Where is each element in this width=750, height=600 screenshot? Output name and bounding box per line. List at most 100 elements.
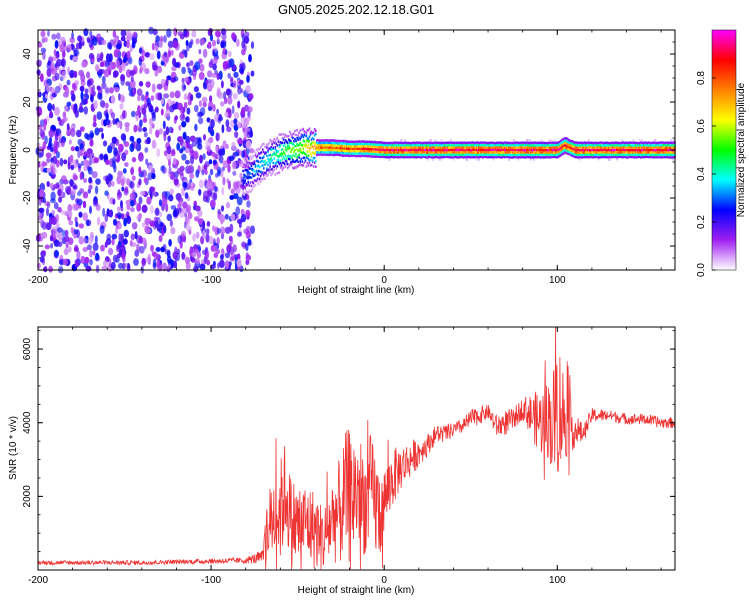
- signal-cell: [378, 143, 380, 146]
- signal-cell: [309, 152, 312, 155]
- signal-cell: [343, 152, 345, 155]
- noise-cell: [92, 84, 96, 93]
- signal-cell: [321, 146, 323, 149]
- signal-cell: [590, 141, 592, 144]
- signal-cell: [572, 140, 575, 144]
- signal-cell: [332, 149, 335, 152]
- signal-cell: [298, 143, 300, 146]
- signal-cell: [427, 158, 429, 161]
- signal-cell: [564, 141, 566, 144]
- signal-cell: [435, 155, 437, 158]
- signal-cell: [293, 132, 295, 136]
- noise-cell: [174, 90, 181, 99]
- signal-cell: [413, 153, 416, 157]
- signal-cell: [366, 155, 369, 158]
- signal-cell: [614, 146, 616, 149]
- signal-cell: [436, 153, 439, 156]
- signal-cell: [541, 156, 543, 159]
- signal-cell: [427, 151, 429, 154]
- signal-cell: [520, 148, 523, 152]
- signal-cell: [332, 144, 335, 147]
- noise-cell: [245, 140, 252, 149]
- signal-cell: [458, 151, 460, 154]
- signal-cell: [454, 146, 456, 149]
- signal-cell: [612, 151, 614, 154]
- signal-cell: [529, 146, 532, 149]
- signal-cell: [478, 153, 480, 157]
- signal-cell: [243, 181, 245, 184]
- signal-cell: [343, 149, 345, 152]
- signal-cell: [247, 170, 249, 173]
- signal-cell: [345, 147, 347, 150]
- signal-cell: [561, 138, 563, 142]
- signal-cell: [257, 147, 260, 151]
- noise-cell: [151, 251, 157, 257]
- signal-cell: [423, 153, 425, 157]
- signal-cell: [594, 153, 596, 157]
- signal-cell: [292, 146, 294, 150]
- signal-cell: [364, 154, 367, 158]
- signal-cell: [542, 151, 544, 154]
- noise-cell: [86, 219, 90, 227]
- signal-cell: [558, 148, 560, 151]
- signal-cell: [262, 156, 264, 160]
- signal-cell: [587, 153, 589, 156]
- signal-cell: [513, 148, 515, 151]
- signal-cell: [498, 141, 501, 144]
- signal-cell: [416, 148, 419, 152]
- signal-cell: [547, 153, 550, 156]
- signal-cell: [511, 148, 513, 152]
- signal-cell: [667, 153, 669, 156]
- signal-cell: [374, 145, 376, 148]
- signal-cell: [612, 141, 614, 144]
- noise-cell: [88, 39, 94, 48]
- signal-cell: [445, 153, 448, 156]
- noise-cell: [99, 100, 106, 108]
- signal-cell: [671, 146, 673, 149]
- signal-cell: [599, 148, 602, 152]
- signal-cell: [254, 183, 257, 187]
- signal-cell: [417, 148, 420, 152]
- noise-cell: [219, 214, 226, 223]
- signal-cell: [524, 146, 527, 149]
- signal-cell: [295, 159, 297, 163]
- signal-cell: [615, 151, 617, 154]
- signal-cell: [597, 146, 600, 149]
- signal-cell: [532, 141, 534, 144]
- noise-cell: [165, 108, 171, 118]
- signal-cell: [402, 153, 404, 157]
- signal-cell: [420, 141, 423, 145]
- signal-cell: [434, 144, 436, 147]
- signal-cell: [647, 153, 649, 156]
- signal-cell: [297, 138, 299, 142]
- signal-cell: [483, 153, 485, 156]
- noise-cell: [89, 249, 93, 258]
- signal-cell: [630, 153, 633, 156]
- signal-cell: [371, 150, 373, 153]
- signal-cell: [281, 136, 284, 140]
- noise-cell: [99, 61, 105, 68]
- signal-cell: [262, 142, 264, 146]
- signal-cell: [645, 153, 647, 156]
- signal-cell: [518, 146, 521, 149]
- signal-cell: [428, 149, 430, 152]
- signal-cell: [608, 146, 611, 149]
- signal-cell: [251, 167, 254, 171]
- noise-cell: [66, 44, 72, 52]
- signal-cell: [604, 146, 607, 149]
- signal-cell: [620, 155, 622, 159]
- signal-cell: [598, 141, 601, 145]
- signal-cell: [630, 151, 633, 154]
- signal-cell: [283, 157, 286, 160]
- noise-cell: [193, 265, 199, 273]
- noise-cell: [233, 182, 239, 190]
- noise-cell: [206, 180, 212, 190]
- signal-cell: [371, 145, 373, 148]
- signal-cell: [379, 141, 381, 144]
- signal-cell: [574, 143, 577, 147]
- signal-cell: [307, 137, 310, 141]
- y-tick-label: -20: [22, 190, 33, 205]
- signal-cell: [357, 152, 360, 155]
- signal-cell: [324, 150, 326, 154]
- signal-cell: [389, 155, 392, 159]
